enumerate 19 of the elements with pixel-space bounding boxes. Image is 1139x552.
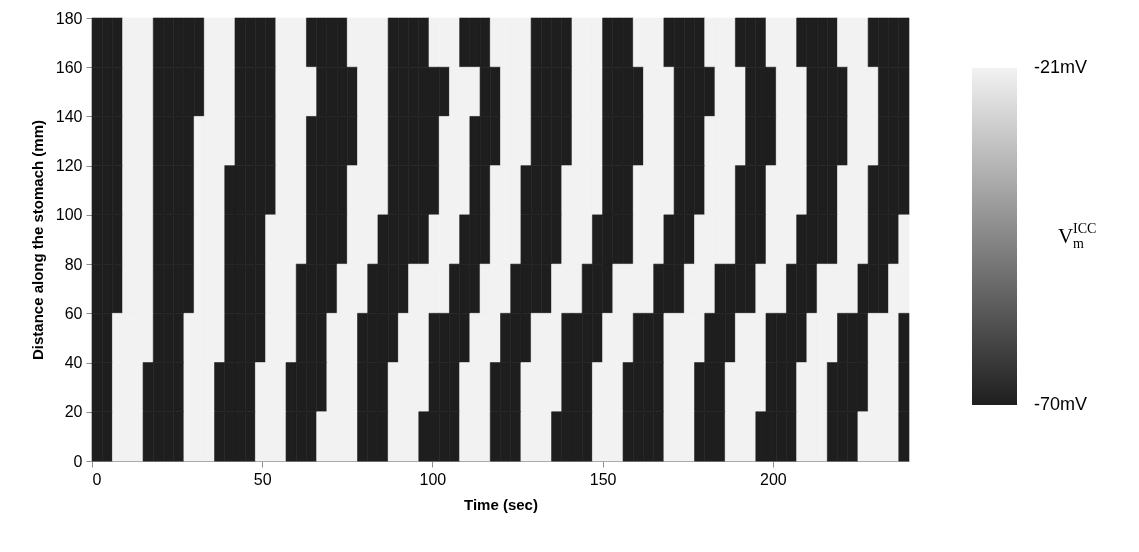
y-tick-label: 120 bbox=[55, 157, 83, 175]
y-tick-label: 80 bbox=[64, 255, 83, 273]
x-tick-label: 0 bbox=[92, 470, 102, 488]
x-tick-label: 50 bbox=[253, 470, 272, 488]
y-axis-title: Distance along the stomach (mm) bbox=[28, 119, 46, 361]
y-tick-label: 20 bbox=[64, 403, 83, 421]
x-tick-label: 200 bbox=[759, 470, 787, 488]
y-tick-label: 60 bbox=[64, 304, 83, 322]
x-axis-title: Time (sec) bbox=[464, 495, 538, 513]
y-tick-label: 140 bbox=[55, 107, 83, 125]
x-tick-label: 100 bbox=[419, 470, 447, 488]
color-bar-label: -21mV bbox=[1034, 57, 1088, 77]
y-tick-label: 100 bbox=[55, 206, 83, 224]
y-tick-label: 40 bbox=[64, 354, 83, 372]
y-tick-label: 160 bbox=[55, 58, 83, 76]
color-bar-label: -70mV bbox=[1034, 394, 1088, 414]
x-tick-label: 150 bbox=[589, 470, 617, 488]
y-tick-label: 180 bbox=[55, 9, 83, 27]
y-tick-label: 0 bbox=[73, 452, 83, 470]
